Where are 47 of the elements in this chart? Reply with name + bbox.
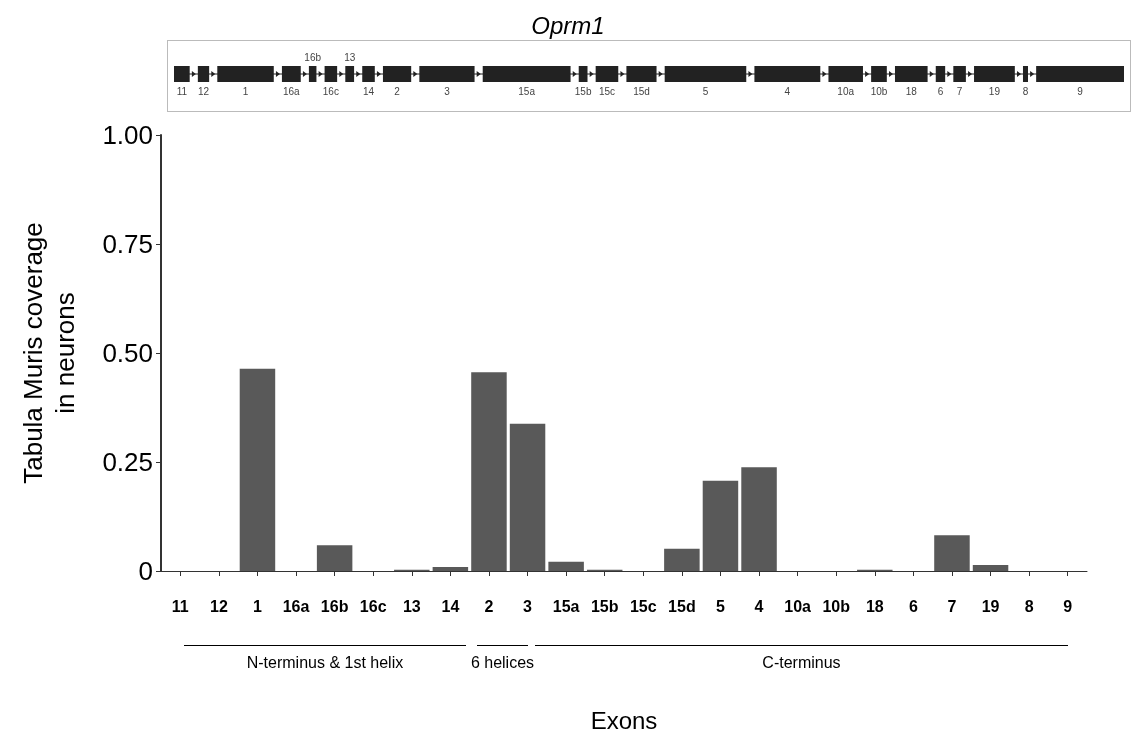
bar	[741, 467, 777, 571]
y-tick-label: 1.00	[102, 120, 153, 150]
bar	[509, 423, 546, 571]
x-tick-label: 7	[947, 597, 957, 615]
x-tick-label: 19	[981, 597, 1000, 615]
x-tick-label: 15c	[629, 597, 657, 615]
x-tick-label: 18	[865, 597, 884, 615]
bar	[664, 548, 700, 571]
bar	[972, 564, 1009, 571]
x-tick-label: 12	[209, 597, 228, 615]
bar	[432, 567, 469, 571]
x-tick-label: 4	[754, 597, 764, 615]
x-tick-label: 13	[402, 597, 421, 615]
x-tick-label: 15b	[590, 597, 619, 615]
text: 6 helices	[470, 653, 535, 671]
x-tick-label: 10a	[784, 597, 812, 615]
bar	[702, 480, 739, 571]
bar	[471, 372, 507, 571]
x-tick-label: 16b	[320, 597, 349, 615]
x-tick-label: 2	[484, 597, 494, 615]
x-tick-label: 15d	[668, 597, 696, 615]
x-tick-label: 9	[1063, 597, 1073, 615]
bar	[934, 535, 970, 571]
x-tick-label: 11	[171, 597, 189, 615]
x-tick-label: 10b	[822, 597, 851, 615]
y-tick-label: 0	[138, 556, 153, 586]
x-tick-label: 1	[253, 597, 263, 615]
bar	[548, 561, 584, 571]
bar	[316, 545, 353, 571]
x-tick-label: 16a	[282, 597, 310, 615]
text: N-terminus & 1st helix	[246, 653, 404, 671]
x-tick-label: 6	[908, 597, 918, 615]
gene-structure-diagram: 11 12 1 16a 16b 16c 13 14 2 3 15a 15b 15c 15d 5 4 10a 10b 18 6 7 19 8 9	[167, 40, 1131, 112]
x-axis-title: Exons	[590, 706, 658, 734]
x-tick-label: 3	[523, 597, 533, 615]
chart-title: Oprm1	[531, 11, 605, 39]
x-tick-label: 14	[441, 597, 460, 615]
text: C-terminus	[762, 653, 841, 671]
x-tick-label: 8	[1024, 597, 1034, 615]
y-axis-title: Tabula Muris coverage in neurons	[18, 222, 80, 484]
y-tick-label: 0.25	[102, 447, 153, 477]
y-tick-label: 0.50	[102, 338, 153, 368]
x-tick-label: 15a	[552, 597, 580, 615]
bar	[239, 368, 276, 571]
y-tick-label: 0.75	[102, 229, 153, 259]
x-tick-label: 16c	[359, 597, 387, 615]
x-tick-label: 5	[716, 597, 726, 615]
